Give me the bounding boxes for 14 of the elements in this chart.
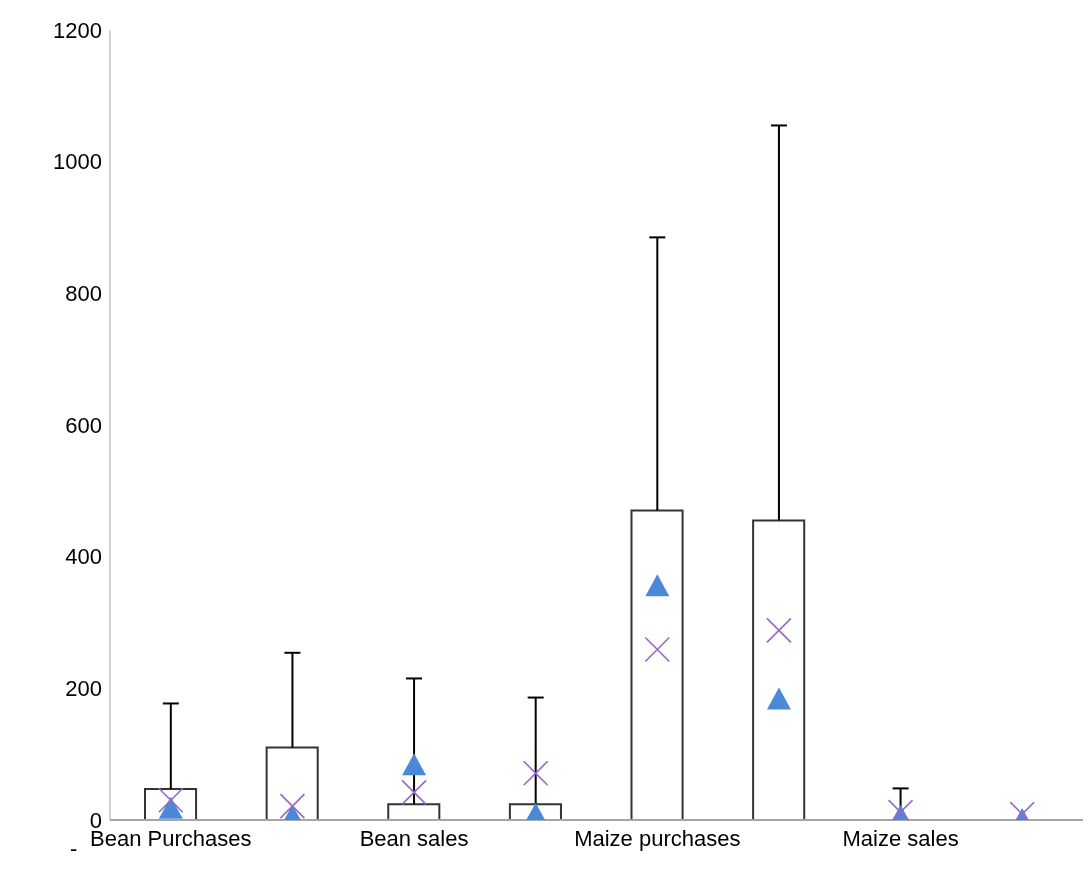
x-tick-label: Maize purchases [574, 826, 741, 851]
y-tick-label: 1000 [53, 149, 102, 175]
bar [630, 509, 684, 820]
y-tick-label: 800 [65, 281, 102, 307]
x-tick-label: Maize sales [842, 826, 959, 851]
bar [387, 803, 441, 820]
y-tick-label: 200 [65, 676, 102, 702]
x-tick-label: Bean sales [359, 826, 469, 851]
text: - [70, 836, 78, 862]
y-tick-label: 1200 [53, 17, 102, 43]
y-tick-label: 600 [65, 412, 102, 438]
bar [265, 746, 319, 820]
y-tick-label: 400 [65, 544, 102, 570]
bar [752, 519, 806, 820]
